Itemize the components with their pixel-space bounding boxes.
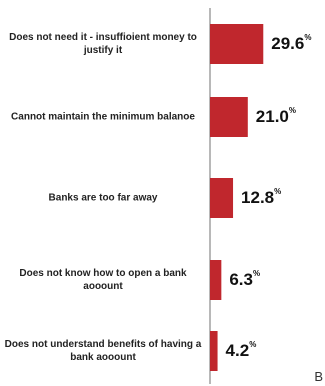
bar-0 xyxy=(210,24,264,64)
value-unit-2: % xyxy=(274,187,282,196)
value-number-0: 29.6 xyxy=(271,34,305,53)
value-label-1: 21.0% xyxy=(255,106,297,127)
category-label-1: Cannot maintain the minimum balanoe xyxy=(11,111,195,123)
value-number-4: 4.2 xyxy=(225,341,250,360)
value-number-2: 12.8 xyxy=(241,188,275,207)
value-unit-1: % xyxy=(288,106,297,115)
bar-3 xyxy=(210,260,222,300)
category-label-3: Does not know how to open a bank aooount xyxy=(19,268,187,292)
bar-2 xyxy=(210,178,234,218)
value-label-2: 12.8% xyxy=(241,187,282,208)
value-unit-4: % xyxy=(249,340,257,349)
value-number-3: 6.3 xyxy=(229,270,253,289)
value-unit-0: % xyxy=(304,33,312,42)
category-label-4: Does not understand benefits of having a… xyxy=(4,339,202,363)
bar-4 xyxy=(210,331,218,371)
value-label-0: 29.6% xyxy=(271,33,312,54)
category-label-2: Banks are too far away xyxy=(48,192,158,204)
value-label-3: 6.3% xyxy=(229,269,261,290)
value-label-4: 4.2% xyxy=(225,340,257,361)
corner-letter: B xyxy=(314,369,323,384)
value-unit-3: % xyxy=(252,269,261,278)
value-number-1: 21.0 xyxy=(255,107,289,126)
bar-1 xyxy=(210,97,248,137)
category-label-0: Does not need it - insuffioient money to… xyxy=(9,32,197,56)
